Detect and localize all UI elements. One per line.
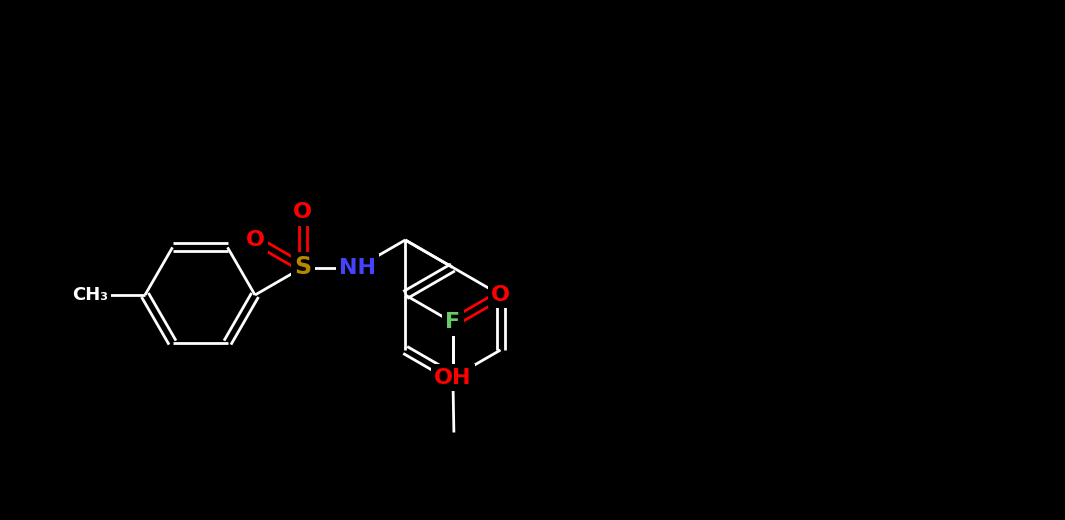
Text: S: S (294, 255, 311, 280)
Text: CH₃: CH₃ (72, 286, 108, 304)
Text: NH: NH (339, 257, 376, 278)
Text: O: O (246, 230, 264, 250)
Text: OH: OH (435, 368, 472, 387)
Text: O: O (293, 202, 312, 223)
Text: O: O (491, 285, 510, 305)
Text: F: F (445, 313, 460, 332)
